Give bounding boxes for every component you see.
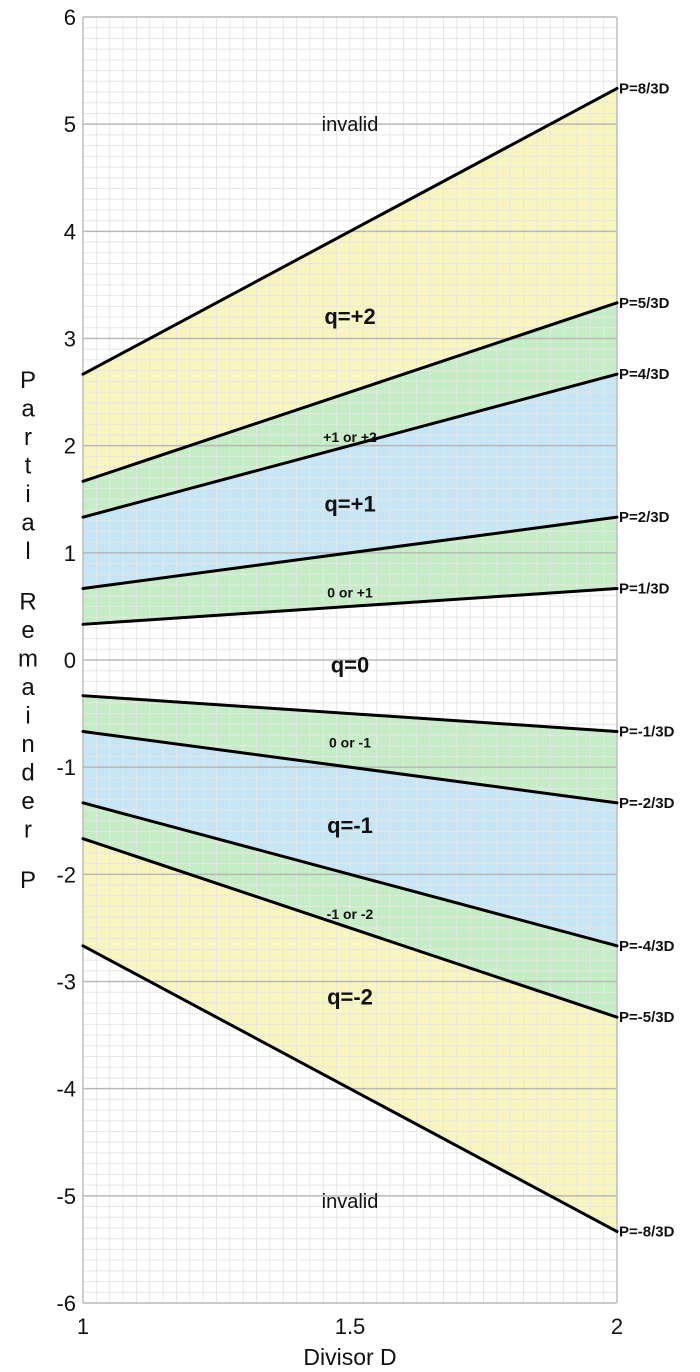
- y-tick-label: 5: [64, 112, 76, 137]
- y-axis-label-char: m: [18, 646, 38, 673]
- y-tick-label: 1: [64, 541, 76, 566]
- y-axis-label-char: P: [20, 867, 36, 894]
- y-axis-label-char: l: [25, 538, 30, 565]
- boundary-line-4: [81, 587, 619, 626]
- line-labels: P=8/3D P=5/3D P=4/3D P=2/3D P=1/3D P=-1/3D P=-…: [619, 80, 675, 1240]
- line-label-6: P=-2/3D: [619, 795, 675, 812]
- region-label-0: invalid: [322, 114, 379, 136]
- boundary-line-8: [81, 837, 619, 1019]
- y-tick-label: -6: [56, 1291, 76, 1316]
- boundary-line-9: [81, 944, 619, 1234]
- region-label-2: +1 or +2: [323, 429, 377, 445]
- x-tick-label: 1: [77, 1314, 89, 1339]
- y-tick-label: -5: [56, 1184, 76, 1209]
- y-axis-label-char: i: [25, 481, 30, 508]
- line-label-4: P=1/3D: [619, 581, 670, 598]
- y-axis-label-char: n: [21, 731, 34, 758]
- x-axis-ticks: 1 1.5 2: [77, 1314, 623, 1339]
- boundary-line-1: [81, 301, 619, 483]
- y-axis-label-char: P: [20, 367, 36, 394]
- x-axis-label: Divisor D: [303, 1344, 396, 1370]
- region-label-6: 0 or -1: [329, 734, 371, 750]
- y-tick-label: -3: [56, 970, 76, 995]
- region-label-9: q=-2: [327, 985, 373, 1010]
- region-label-5: q=0: [331, 652, 370, 677]
- region-label-7: q=-1: [327, 813, 373, 838]
- y-axis-label-char: a: [21, 396, 35, 423]
- boundary-line-2: [81, 372, 619, 519]
- y-tick-label: -4: [56, 1077, 76, 1102]
- boundary-line-7: [81, 801, 619, 948]
- boundary-line-6: [81, 729, 619, 805]
- line-label-9: P=-8/3D: [619, 1224, 675, 1241]
- y-axis-label-char: R: [19, 589, 36, 616]
- y-tick-label: -2: [56, 862, 76, 887]
- line-label-2: P=4/3D: [619, 366, 670, 383]
- y-axis-label-char: r: [24, 424, 32, 451]
- boundary-line-0: [81, 86, 619, 376]
- line-label-1: P=5/3D: [619, 295, 670, 312]
- boundary-line-3: [81, 515, 619, 591]
- x-tick-label: 2: [611, 1314, 623, 1339]
- line-label-0: P=8/3D: [619, 80, 670, 97]
- y-tick-label: 6: [64, 5, 76, 30]
- y-axis-label-char: a: [21, 674, 35, 701]
- line-label-5: P=-1/3D: [619, 723, 675, 740]
- y-axis-label-char: d: [21, 760, 34, 787]
- y-axis-label-char: a: [21, 510, 35, 537]
- line-label-7: P=-4/3D: [619, 938, 675, 955]
- region-label-4: 0 or +1: [327, 584, 373, 600]
- y-tick-label: 2: [64, 434, 76, 459]
- y-tick-label: -1: [56, 755, 76, 780]
- line-label-3: P=2/3D: [619, 509, 670, 526]
- y-tick-label: 0: [64, 648, 76, 673]
- y-axis-label-char: e: [21, 617, 34, 644]
- y-tick-label: 4: [64, 219, 76, 244]
- region-labels: invalid q=+2 +1 or +2 q=+1 0 or +1 q=0 0 or -1…: [322, 114, 379, 1213]
- y-axis-label-char: r: [24, 817, 32, 844]
- y-axis-label-char: t: [25, 453, 32, 480]
- y-axis-ticks: 6 5 4 3 2 1 0 -1 -2 -3 -4 -5 -6: [56, 5, 76, 1316]
- region-label-1: q=+2: [324, 304, 375, 329]
- x-tick-label: 1.5: [335, 1314, 366, 1339]
- boundary-lines: [81, 86, 619, 1234]
- boundary-line-5: [81, 694, 619, 733]
- y-axis-label-char: i: [25, 703, 30, 730]
- region-label-3: q=+1: [324, 492, 375, 517]
- region-label-10: invalid: [322, 1191, 379, 1213]
- y-tick-label: 3: [64, 327, 76, 352]
- region-label-8: -1 or -2: [327, 906, 374, 922]
- line-label-8: P=-5/3D: [619, 1009, 675, 1026]
- y-axis-label-char: e: [21, 788, 34, 815]
